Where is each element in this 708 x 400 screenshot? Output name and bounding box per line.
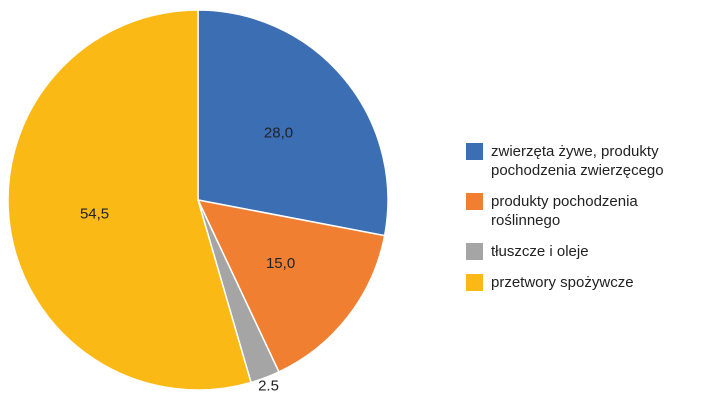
legend: zwierzęta żywe, produkty pochodzenia zwi… [466, 142, 706, 292]
legend-swatch [466, 143, 483, 160]
legend-label: tłuszcze i oleje [491, 243, 589, 260]
pie-slice [197, 9, 389, 237]
legend-label: produkty pochodzenia roślinnego [491, 193, 638, 229]
data-label: 28,0 [264, 124, 293, 141]
legend-item: tłuszcze i oleje [466, 242, 706, 261]
legend-item: zwierzęta żywe, produkty pochodzenia zwi… [466, 142, 706, 180]
data-label: 2.5 [258, 378, 279, 395]
legend-label: zwierzęta żywe, produkty pochodzenia zwi… [491, 143, 664, 179]
legend-item: przetwory spożywcze [466, 273, 706, 292]
data-label: 15,0 [266, 255, 295, 272]
legend-swatch [466, 243, 483, 260]
pie-slice [7, 9, 252, 391]
legend-label: przetwory spożywcze [491, 274, 634, 291]
pie-slice [196, 198, 386, 373]
legend-item: produkty pochodzenia roślinnego [466, 192, 706, 230]
legend-swatch [466, 274, 483, 291]
legend-swatch [466, 193, 483, 210]
chart: 28,0 15,0 2.5 54,5 [7, 9, 389, 395]
data-label: 54,5 [80, 206, 109, 223]
